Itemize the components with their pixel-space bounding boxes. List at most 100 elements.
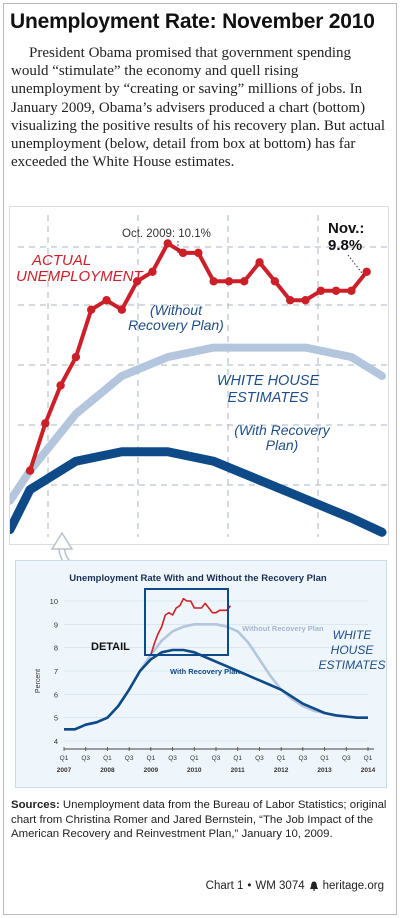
original-quarter-label: Q3 xyxy=(342,755,351,762)
liberty-bell-icon xyxy=(309,881,318,891)
actual-label-line2: UNEMPLOYMENT xyxy=(16,268,145,285)
sources-label: Sources: xyxy=(11,799,60,811)
original-quarter-label: Q1 xyxy=(233,755,242,762)
chart-number: Chart 1 xyxy=(205,880,244,892)
original-chart-panel: Unemployment Rate With and Without the R… xyxy=(15,560,387,788)
actual-point xyxy=(117,305,127,314)
original-ytick-label: 6 xyxy=(54,690,58,699)
detail-chart-panel: ACTUAL UNEMPLOYMENT Oct. 2009: 10.1% Nov… xyxy=(5,207,388,544)
original-year-label: 2009 xyxy=(144,767,159,774)
white-house-line3: ESTIMATES xyxy=(318,658,385,672)
original-quarter-label: Q3 xyxy=(212,755,221,762)
original-ytick-label: 9 xyxy=(54,620,58,629)
sources-text: Unemployment data from the Bureau of Lab… xyxy=(11,799,387,840)
detail-label: DETAIL xyxy=(91,641,130,653)
actual-point xyxy=(362,267,371,277)
sources-note: Sources: Unemployment data from the Bure… xyxy=(11,798,391,842)
with-label-line1: (With Recovery xyxy=(234,422,331,438)
actual-point xyxy=(132,277,142,286)
original-year-label: 2008 xyxy=(100,767,115,774)
original-chart-title: Unemployment Rate With and Without the R… xyxy=(69,573,327,584)
actual-label-line1: ACTUAL xyxy=(31,252,91,269)
original-quarter-label: Q1 xyxy=(190,755,199,762)
original-series xyxy=(64,597,368,731)
detail-chart: ACTUAL UNEMPLOYMENT Oct. 2009: 10.1% Nov… xyxy=(5,215,388,537)
original-ytick-label: 4 xyxy=(54,737,58,746)
intro-paragraph: President Obama promised that government… xyxy=(11,45,386,171)
original-year-label: 2010 xyxy=(187,767,202,774)
nov-connector xyxy=(347,254,366,278)
original-xticks: Q1 Q3 Q1 Q3 Q1 Q3 Q1 Q3 Q1 Q3 Q1 Q3 Q1 Q3 Q1 2007 2008 20… xyxy=(57,747,376,774)
white-house-line1: WHITE xyxy=(333,628,373,642)
actual-point xyxy=(41,419,50,428)
original-quarter-label: Q3 xyxy=(125,755,134,762)
actual-point xyxy=(224,277,234,286)
original-with-plan-line xyxy=(64,648,368,731)
original-year-label: 2014 xyxy=(361,767,376,774)
original-ytick-label: 10 xyxy=(50,597,58,606)
original-year-label: 2013 xyxy=(317,767,332,774)
original-ylabel: Percent xyxy=(35,669,42,693)
original-year-label: 2012 xyxy=(274,767,289,774)
actual-point xyxy=(240,277,249,286)
original-year-label: 2011 xyxy=(231,767,245,774)
actual-point xyxy=(25,466,35,475)
without-label-line2: Recovery Plan) xyxy=(128,317,224,333)
original-ytick-label: 7 xyxy=(54,667,58,676)
detail-series xyxy=(5,241,387,537)
actual-point xyxy=(316,286,325,295)
original-ytick-label: 5 xyxy=(54,714,58,723)
page-title: Unemployment Rate: November 2010 xyxy=(10,10,375,33)
original-quarter-label: Q1 xyxy=(277,755,286,762)
actual-point xyxy=(148,267,157,277)
actual-point xyxy=(347,286,356,295)
actual-point xyxy=(285,296,295,305)
with-plan-line xyxy=(5,447,387,537)
actual-point xyxy=(194,248,203,258)
original-quarter-label: Q1 xyxy=(103,755,112,762)
credit-separator-1: • xyxy=(247,880,252,892)
without-plan-series-label: Without Recovery Plan xyxy=(242,624,324,633)
actual-point xyxy=(331,286,341,295)
original-quarter-label: Q3 xyxy=(81,755,90,762)
actual-point xyxy=(178,248,188,258)
actual-point xyxy=(163,239,172,248)
original-actual-line xyxy=(150,597,232,655)
with-label-line2: Plan) xyxy=(266,437,299,453)
chart-credit: Chart 1 • WM 3074 heritage.org xyxy=(206,880,384,892)
arrow-head xyxy=(50,531,74,550)
actual-point xyxy=(71,352,81,362)
actual-point xyxy=(102,296,111,305)
original-quarter-label: Q3 xyxy=(168,755,177,762)
actual-point xyxy=(56,381,65,390)
actual-point xyxy=(87,305,96,314)
actual-point xyxy=(255,258,264,267)
actual-point xyxy=(301,296,310,305)
original-yticks: 4 5 6 7 8 9 10 xyxy=(50,597,58,746)
peak-label: Oct. 2009: 10.1% xyxy=(122,228,211,240)
original-gridlines xyxy=(64,600,374,750)
original-quarter-label: Q3 xyxy=(255,755,264,762)
original-year-label: 2007 xyxy=(57,767,72,774)
original-chart: Unemployment Rate With and Without the R… xyxy=(35,573,386,774)
original-quarter-label: Q1 xyxy=(60,755,69,762)
site-link[interactable]: heritage.org xyxy=(322,880,384,892)
actual-point xyxy=(209,277,218,286)
white-house-label-line1: WHITE HOUSE xyxy=(217,373,320,389)
original-quarter-label: Q1 xyxy=(320,755,329,762)
without-label-line1: (Without xyxy=(150,302,203,318)
white-house-line2: HOUSE xyxy=(331,643,375,657)
detail-actual-points xyxy=(25,239,371,475)
white-house-label-line2: ESTIMATES xyxy=(227,390,308,406)
without-plan-line xyxy=(6,343,386,505)
original-quarter-label: Q1 xyxy=(364,755,373,762)
with-plan-series-label: With Recovery Plan xyxy=(170,667,240,676)
detail-box xyxy=(144,588,229,656)
nov-label-2: 9.8% xyxy=(328,237,362,254)
original-quarter-label: Q3 xyxy=(299,755,308,762)
nov-label-1: Nov.: xyxy=(328,220,364,237)
actual-point xyxy=(270,277,280,286)
original-ytick-label: 8 xyxy=(54,644,58,653)
detail-labels: ACTUAL UNEMPLOYMENT Oct. 2009: 10.1% Nov… xyxy=(16,220,366,453)
wm-number: WM 3074 xyxy=(255,880,305,892)
